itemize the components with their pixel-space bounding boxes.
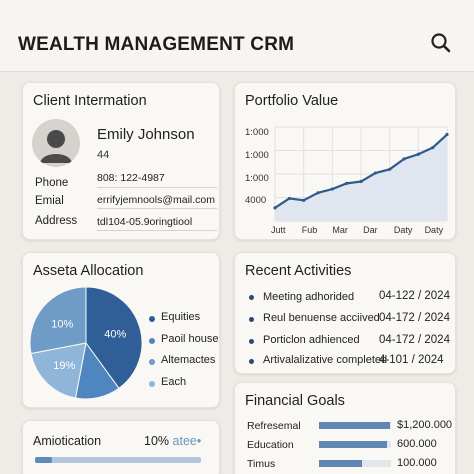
data-point — [431, 146, 435, 150]
client-name: Emily Johnson — [97, 126, 195, 143]
bullet-icon — [249, 295, 254, 300]
slice-label: 40% — [104, 328, 126, 340]
x-tick-label: Dar — [363, 225, 378, 235]
goal-progress-fill — [319, 422, 390, 429]
activity-date: 04-172 / 2024 — [379, 334, 450, 346]
recent-activities-card: Recent Activities Meeting adhorided 04-1… — [234, 252, 456, 374]
email-label: Emial — [35, 195, 64, 207]
goal-progress-bar — [319, 460, 391, 467]
legend-item: Equities — [161, 311, 201, 323]
data-point — [416, 152, 420, 156]
legend-item: Altemactes — [161, 354, 216, 366]
goal-progress-fill — [319, 441, 388, 448]
goal-progress-fill — [319, 460, 363, 467]
divider — [97, 208, 217, 209]
search-button[interactable] — [428, 30, 456, 58]
financial-goals-card: Financial Goals Refresemal $1,200.000 Ed… — [234, 382, 456, 474]
amortization-label: Amiotication — [33, 434, 102, 448]
data-point — [302, 198, 306, 202]
allocation-pie-chart: 40% 19% 10% — [29, 286, 143, 400]
legend-swatch — [149, 338, 155, 344]
asset-allocation-card: Asseta Allocation 40% 19% 10% Equities Pao… — [22, 252, 220, 408]
search-icon — [431, 33, 451, 53]
pie-slice — [30, 342, 87, 399]
data-point — [316, 191, 320, 195]
data-point — [388, 167, 392, 171]
user-icon — [32, 119, 80, 167]
amortization-progress-fill — [35, 457, 52, 463]
avatar — [32, 119, 80, 167]
data-point — [273, 206, 277, 210]
activity-name[interactable]: Reul benuense acciived — [263, 312, 380, 324]
pie-slice — [29, 286, 87, 355]
activity-date: 04-122 / 2024 — [379, 290, 450, 302]
bullet-icon — [249, 359, 254, 364]
card-title: Client Intermation — [33, 93, 147, 109]
card-title: Asseta Allocation — [33, 263, 144, 279]
app-title: WEALTH MANAGEMENT CRM — [18, 34, 295, 55]
slice-label: 19% — [53, 360, 75, 372]
x-tick-label: Mar — [332, 225, 348, 235]
area-fill — [275, 134, 447, 221]
data-point — [445, 132, 449, 137]
bullet-icon — [249, 339, 254, 344]
x-tick-label: Daty — [425, 225, 444, 235]
bullet-icon — [249, 317, 254, 322]
divider — [97, 187, 217, 188]
activity-date: 04-172 / 2024 — [379, 312, 450, 324]
address-value[interactable]: tdl104-05.9oringtiool — [97, 216, 193, 228]
goal-progress-bar — [319, 441, 391, 448]
activity-name[interactable]: Meeting adhorided — [263, 291, 355, 303]
divider — [97, 230, 217, 231]
legend-item: Each — [161, 376, 187, 388]
goal-amount: $1,200.000 — [397, 419, 453, 431]
app-header: WEALTH MANAGEMENT CRM — [0, 0, 474, 72]
card-title: Financial Goals — [245, 393, 345, 409]
activity-name[interactable]: Porticlon adhienced — [263, 334, 360, 346]
goal-amount: 100.000 — [397, 457, 437, 469]
data-point — [373, 171, 377, 175]
address-label: Address — [35, 215, 78, 227]
x-tick-label: Daty — [394, 225, 413, 235]
y-tick-label: 4000 — [245, 195, 266, 206]
card-title: Portfolio Value — [245, 93, 339, 109]
goal-label: Refresemal — [247, 420, 301, 432]
goal-label: Education — [247, 439, 294, 451]
client-id: 44 — [97, 149, 110, 161]
email-value[interactable]: errifyjemnools@mail.com — [97, 194, 216, 206]
x-tick-label: Fub — [302, 225, 318, 235]
legend-item: Paoil house — [161, 333, 219, 345]
data-point — [359, 179, 363, 184]
y-tick-label: 1:000 — [245, 173, 269, 184]
phone-value[interactable]: 808: 122-4987 — [97, 172, 165, 184]
amortization-percent: 10% — [144, 434, 170, 448]
amortization-value: 10% atee• — [144, 434, 201, 448]
x-tick-label: Jutt — [271, 225, 286, 235]
phone-label: Phone — [35, 177, 69, 189]
goal-label: Timus — [247, 458, 276, 470]
legend-swatch — [149, 316, 155, 322]
data-point — [287, 196, 291, 201]
amortization-card: Amiotication 10% atee• — [22, 420, 220, 474]
goal-progress-bar — [319, 422, 391, 429]
activity-name[interactable]: Artivalalizative completed — [263, 354, 388, 366]
portfolio-chart: 1:000 1:000 1:000 4000 Jutt Fub Mar Dar Daty Daty — [245, 126, 449, 235]
activity-date: 4-101 / 2024 — [379, 354, 444, 366]
client-information-card: Client Intermation Emily Johnson 44 Phon… — [22, 82, 220, 240]
goal-amount: 600.000 — [397, 438, 437, 450]
amortization-note: atee• — [172, 434, 202, 448]
card-title: Recent Activities — [245, 263, 352, 279]
slice-label: 10% — [51, 318, 73, 330]
portfolio-value-card: Portfolio Value 1:000 1:000 1:000 4000 Jutt F… — [234, 82, 456, 240]
y-tick-label: 1:000 — [245, 150, 269, 161]
data-point — [330, 187, 334, 191]
data-point — [402, 157, 406, 161]
legend-swatch — [149, 381, 155, 387]
legend-swatch — [149, 359, 155, 365]
data-point — [345, 181, 349, 185]
y-tick-label: 1:000 — [245, 127, 269, 138]
pie-slice — [85, 286, 143, 390]
amortization-progress-bar — [35, 457, 201, 463]
